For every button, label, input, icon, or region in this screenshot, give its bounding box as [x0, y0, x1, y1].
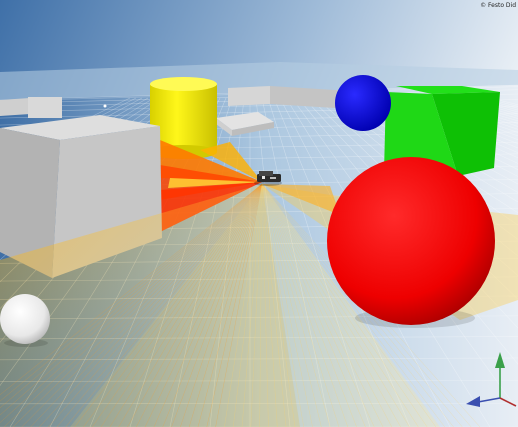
sensor-ray: [118, 183, 263, 427]
grid-line: [267, 97, 371, 427]
sensor-ray: [261, 183, 410, 427]
sensor-ray: [65, 183, 263, 427]
sensor-ray: [261, 183, 313, 427]
grid-line: [315, 97, 518, 277]
sensor-ray: [261, 183, 349, 427]
sensor-ray: [232, 183, 263, 427]
sensor-ray: [30, 183, 263, 427]
sensor-ray: [12, 183, 263, 427]
green-cube[interactable]: [384, 86, 500, 176]
sensor-ray: [261, 183, 278, 427]
sensor-ray: [0, 183, 263, 424]
sensor-ray: [261, 183, 340, 427]
sensor-ray: [261, 183, 428, 427]
sensor-ray: [180, 183, 263, 427]
sensor-ray: [261, 183, 357, 427]
sensor-ray: [224, 183, 263, 427]
sensor-ray: [47, 183, 263, 427]
marker-dot: [103, 104, 107, 108]
sensor-ray: [127, 183, 263, 427]
sensor-ray: [206, 183, 263, 427]
sensor-ray: [3, 183, 263, 427]
sensor-ray: [250, 183, 263, 427]
sensor-ray: [261, 183, 393, 427]
sensor-ray: [261, 183, 445, 427]
sensor-ray: [74, 183, 263, 427]
sensor-ray: [261, 183, 366, 427]
sensor-ray: [39, 183, 263, 427]
sensor-ray: [261, 183, 296, 427]
sensor-ray: [197, 183, 263, 427]
wall-segment: [228, 86, 270, 106]
sensor-ray: [241, 183, 263, 427]
sensor-ray: [259, 183, 263, 427]
sensor-ray: [215, 183, 263, 427]
sensor-ray: [171, 183, 263, 427]
flat-block-top: [216, 112, 274, 130]
sensor-ray: [261, 183, 322, 427]
grid-line: [381, 97, 518, 159]
grid-line: [255, 97, 291, 427]
sensor-ray: [261, 183, 304, 427]
sensor-ray: [261, 183, 419, 427]
sensor-ray: [0, 183, 263, 416]
wall-block: [28, 97, 62, 118]
sensor-ray: [21, 183, 263, 427]
sensor-ray: [144, 183, 263, 427]
sensor-ray: [0, 183, 263, 396]
sensor-ray: [91, 183, 263, 427]
red-sphere[interactable]: [327, 157, 495, 328]
sensor-ray: [261, 183, 401, 427]
copyright-label: © Festo Did: [480, 2, 516, 9]
flat-block-side: [232, 122, 274, 136]
blue-sphere[interactable]: [335, 75, 391, 131]
sensor-ray: [188, 183, 263, 427]
sensor-ray: [136, 183, 263, 427]
sensor-ray: [153, 183, 263, 427]
axis-gizmo-icon[interactable]: [466, 352, 517, 407]
white-sphere[interactable]: [0, 294, 50, 347]
sensor-ray: [261, 183, 269, 427]
sensor-ray: [83, 183, 263, 427]
sensor-ray: [261, 183, 384, 427]
sensor-ray: [56, 183, 263, 427]
sensor-ray: [100, 183, 263, 427]
robot[interactable]: [254, 171, 282, 186]
sensor-ray: [261, 183, 331, 427]
sensor-ray: [109, 183, 263, 427]
grid-line: [261, 97, 331, 427]
sensor-ray: [162, 183, 263, 427]
sensor-ray: [261, 183, 287, 427]
flat-block-front: [216, 118, 232, 136]
sensor-ray: [0, 183, 263, 402]
sensor-ray: [261, 183, 375, 427]
sensor-ray: [0, 183, 263, 409]
sensor-ray: [261, 183, 437, 427]
wall-segment: [0, 98, 30, 116]
